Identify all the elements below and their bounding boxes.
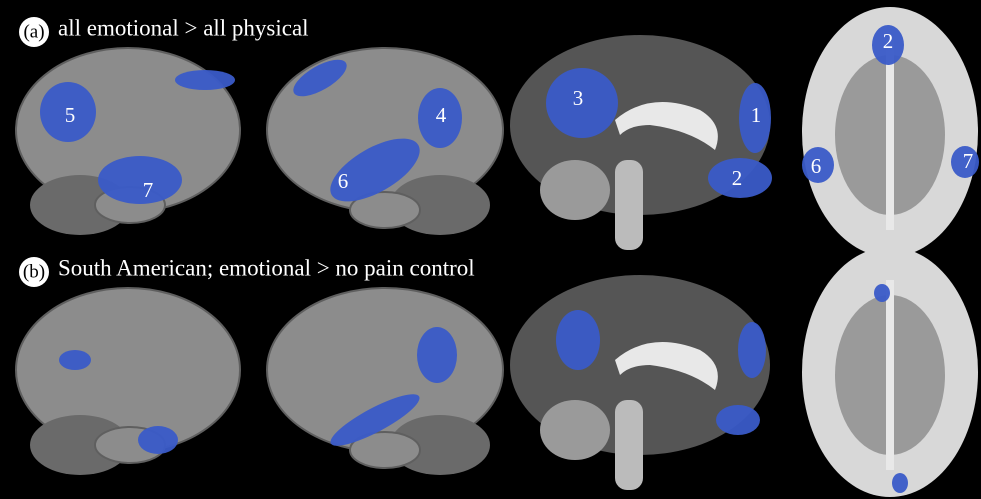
panel-badge xyxy=(19,17,49,47)
region-label: 6 xyxy=(338,169,349,193)
row-b-activations xyxy=(59,284,908,493)
region-label: 4 xyxy=(436,103,447,127)
panel-a-header: (a) all emotional > all physical xyxy=(19,15,309,47)
panel-caption: South American; emotional > no pain cont… xyxy=(58,255,475,280)
panel-b-header: (b) South American; emotional > no pain … xyxy=(19,255,475,287)
region-labels: 5 7 4 6 3 1 2 2 6 7 xyxy=(65,29,974,202)
panel-label: (b) xyxy=(23,261,45,282)
panel-badge xyxy=(19,257,49,287)
panel-caption: all emotional > all physical xyxy=(58,15,309,40)
region-label: 2 xyxy=(883,29,894,53)
panel-label: (a) xyxy=(23,21,44,42)
region-label: 7 xyxy=(143,178,154,202)
region-label: 3 xyxy=(573,86,584,110)
region-label: 5 xyxy=(65,103,76,127)
region-label: 1 xyxy=(751,103,762,127)
region-label: 6 xyxy=(811,154,822,178)
region-label: 2 xyxy=(732,166,743,190)
row-a-activations xyxy=(40,25,979,204)
region-label: 7 xyxy=(963,149,974,173)
